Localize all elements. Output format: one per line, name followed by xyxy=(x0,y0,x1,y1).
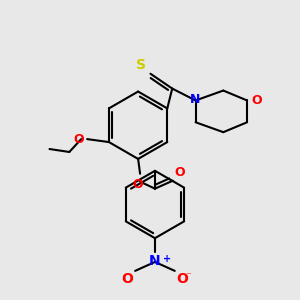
Text: O: O xyxy=(74,133,84,146)
Text: O: O xyxy=(177,272,189,286)
Text: S: S xyxy=(136,58,146,72)
Text: N: N xyxy=(149,254,161,268)
Text: O: O xyxy=(175,166,185,179)
Text: O: O xyxy=(133,178,143,191)
Text: +: + xyxy=(163,254,171,264)
Text: O: O xyxy=(251,94,262,107)
Text: ⁻: ⁻ xyxy=(186,271,191,281)
Text: O: O xyxy=(121,272,133,286)
Text: N: N xyxy=(189,93,200,106)
